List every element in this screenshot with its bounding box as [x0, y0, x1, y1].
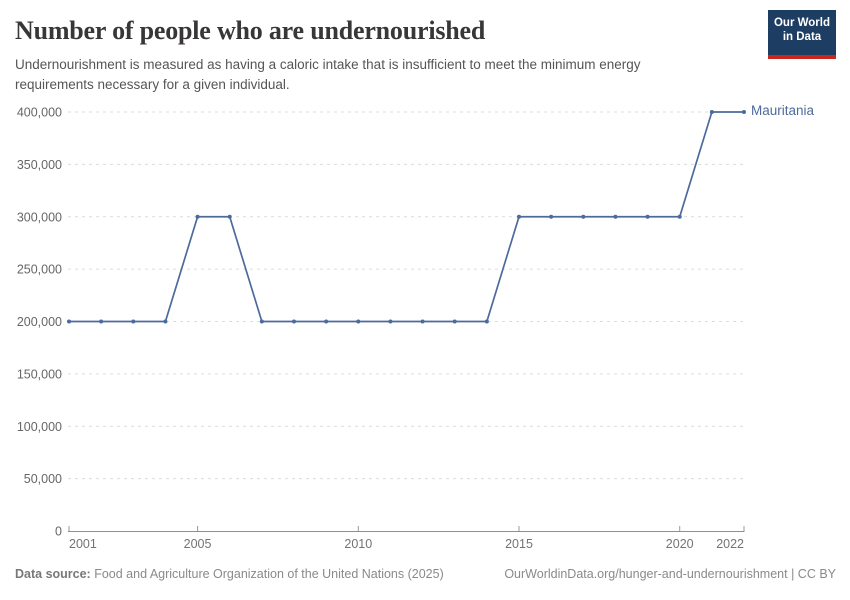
y-tick-label: 350,000	[17, 158, 62, 172]
data-point[interactable]	[99, 319, 104, 324]
data-point[interactable]	[677, 214, 682, 219]
data-point[interactable]	[549, 214, 554, 219]
data-point[interactable]	[227, 214, 232, 219]
owid-logo-line2: in Data	[782, 31, 822, 44]
data-point[interactable]	[131, 319, 136, 324]
x-tick-label: 2022	[716, 537, 744, 551]
data-point[interactable]	[452, 319, 457, 324]
data-point[interactable]	[356, 319, 361, 324]
data-point[interactable]	[420, 319, 425, 324]
owid-logo[interactable]: Our World in Data	[768, 10, 836, 59]
series-label-mauritania[interactable]: Mauritania	[751, 103, 815, 118]
y-tick-label: 400,000	[17, 106, 62, 120]
data-point[interactable]	[581, 214, 586, 219]
data-point[interactable]	[195, 214, 200, 219]
footer-attribution: OurWorldinData.org/hunger-and-undernouri…	[504, 567, 836, 581]
data-source-value: Food and Agriculture Organization of the…	[94, 567, 444, 581]
license-text: | CC BY	[787, 567, 836, 581]
chart-subtitle: Undernourishment is measured as having a…	[15, 57, 641, 92]
data-point[interactable]	[292, 319, 296, 324]
series-line[interactable]	[69, 111, 744, 323]
x-tick-label: 2010	[344, 537, 372, 551]
y-tick-label: 200,000	[17, 315, 62, 329]
data-point[interactable]	[484, 319, 489, 324]
y-tick-label: 100,000	[17, 420, 62, 434]
y-tick-label: 0	[55, 525, 62, 539]
data-point[interactable]	[742, 110, 746, 114]
y-tick-label: 50,000	[24, 472, 62, 486]
y-tick-label: 250,000	[17, 263, 62, 277]
data-point[interactable]	[709, 110, 714, 114]
data-point[interactable]	[645, 214, 650, 219]
chart-footer: Data source: Food and Agriculture Organi…	[15, 567, 836, 581]
data-source-note: Data source: Food and Agriculture Organi…	[15, 567, 444, 581]
page-title: Number of people who are undernourished	[15, 16, 486, 45]
x-tick-label: 2001	[69, 537, 97, 551]
x-tick-label: 2020	[666, 537, 694, 551]
data-source-label: Data source:	[15, 567, 91, 581]
owid-url-link[interactable]: OurWorldinData.org/hunger-and-undernouri…	[504, 567, 788, 581]
data-point[interactable]	[259, 319, 264, 324]
data-point[interactable]	[67, 319, 71, 324]
data-point[interactable]	[388, 319, 393, 324]
data-point[interactable]	[163, 319, 168, 324]
y-tick-label: 150,000	[17, 367, 62, 381]
data-point[interactable]	[613, 214, 618, 219]
x-tick-label: 2015	[505, 537, 533, 551]
data-point[interactable]	[324, 319, 329, 324]
data-point[interactable]	[517, 214, 521, 219]
y-tick-label: 300,000	[17, 210, 62, 224]
owid-logo-line1: Our World	[773, 17, 830, 29]
x-tick-label: 2005	[184, 537, 212, 551]
